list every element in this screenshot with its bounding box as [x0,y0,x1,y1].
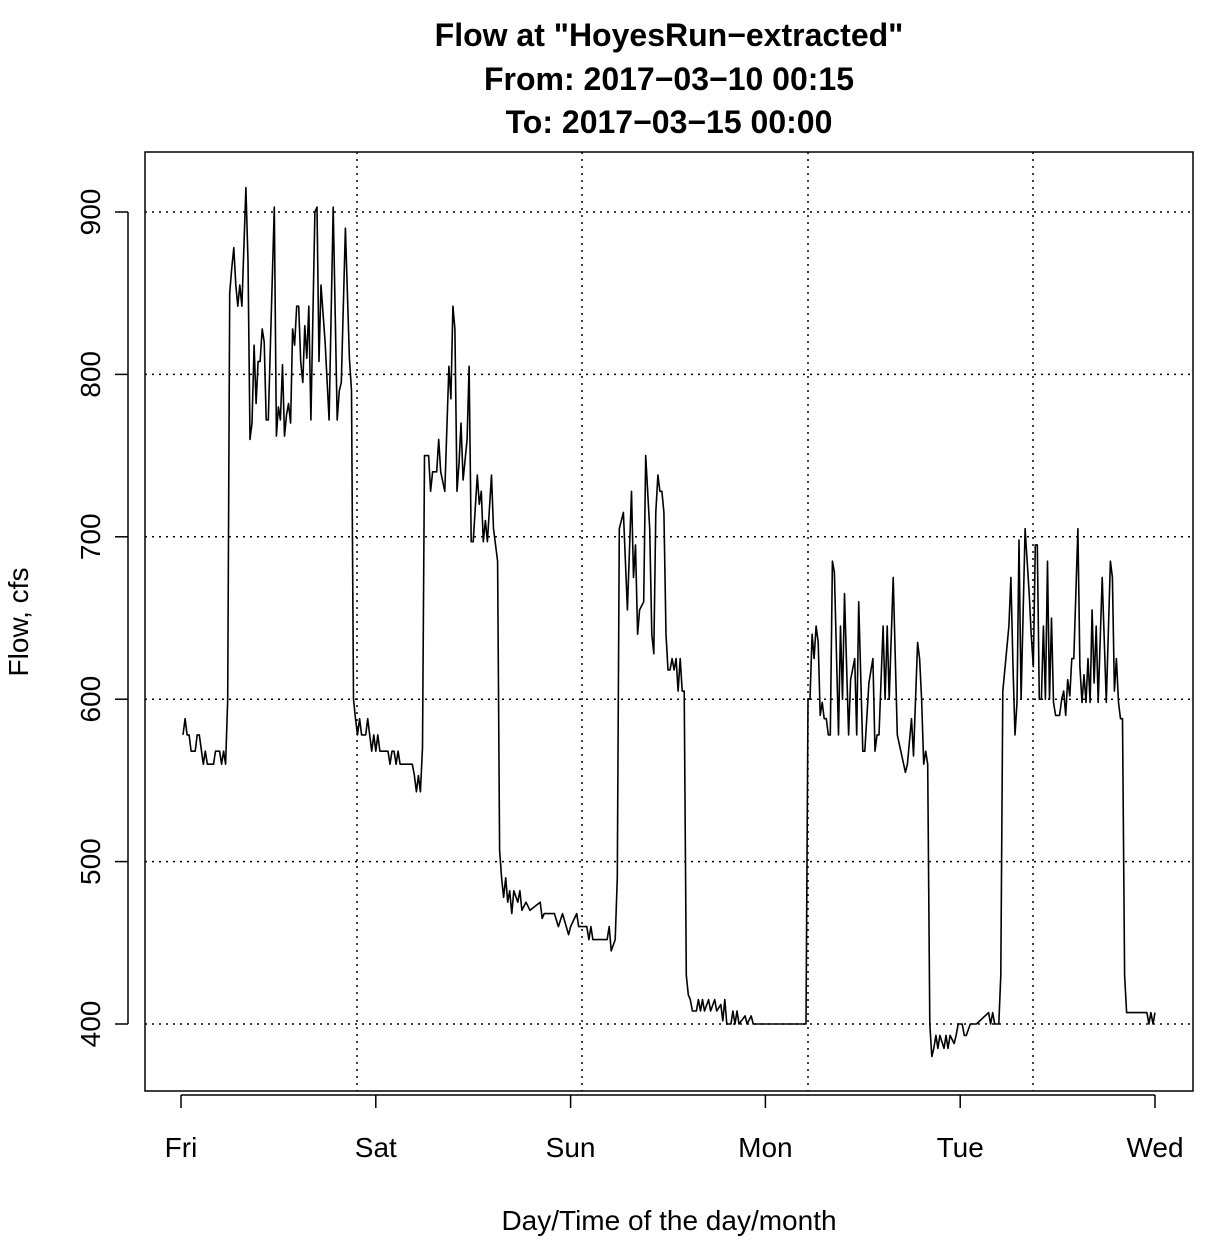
y-tick-label: 500 [75,838,106,885]
x-tick-label: Sun [546,1132,596,1163]
chart-title-line-1: Flow at "HoyesRun−extracted" [435,17,904,53]
plot-frame [144,151,1194,1092]
x-tick-label: Wed [1126,1132,1183,1163]
x-tick-label: Sat [355,1132,397,1163]
y-tick-label: 700 [75,513,106,560]
y-axis-title: Flow, cfs [3,568,34,677]
x-tick-label: Fri [165,1132,198,1163]
chart-title-line-3: To: 2017−03−15 00:00 [506,104,833,140]
x-axis: Fri Sat Sun Mon Tue Wed [165,1094,1184,1163]
y-tick-label: 400 [75,1001,106,1048]
chart-title-line-2: From: 2017−03−10 00:15 [484,61,854,97]
y-tick-label: 800 [75,351,106,398]
x-tick-label: Tue [937,1132,984,1163]
x-tick-label: Mon [738,1132,792,1163]
flow-series-line [182,186,1156,1058]
y-tick-label: 600 [75,676,106,723]
y-tick-label: 900 [75,189,106,236]
x-axis-title: Day/Time of the day/month [501,1205,836,1236]
grid-lines [145,152,1193,1091]
y-axis: 400 500 600 700 800 900 [75,189,129,1048]
